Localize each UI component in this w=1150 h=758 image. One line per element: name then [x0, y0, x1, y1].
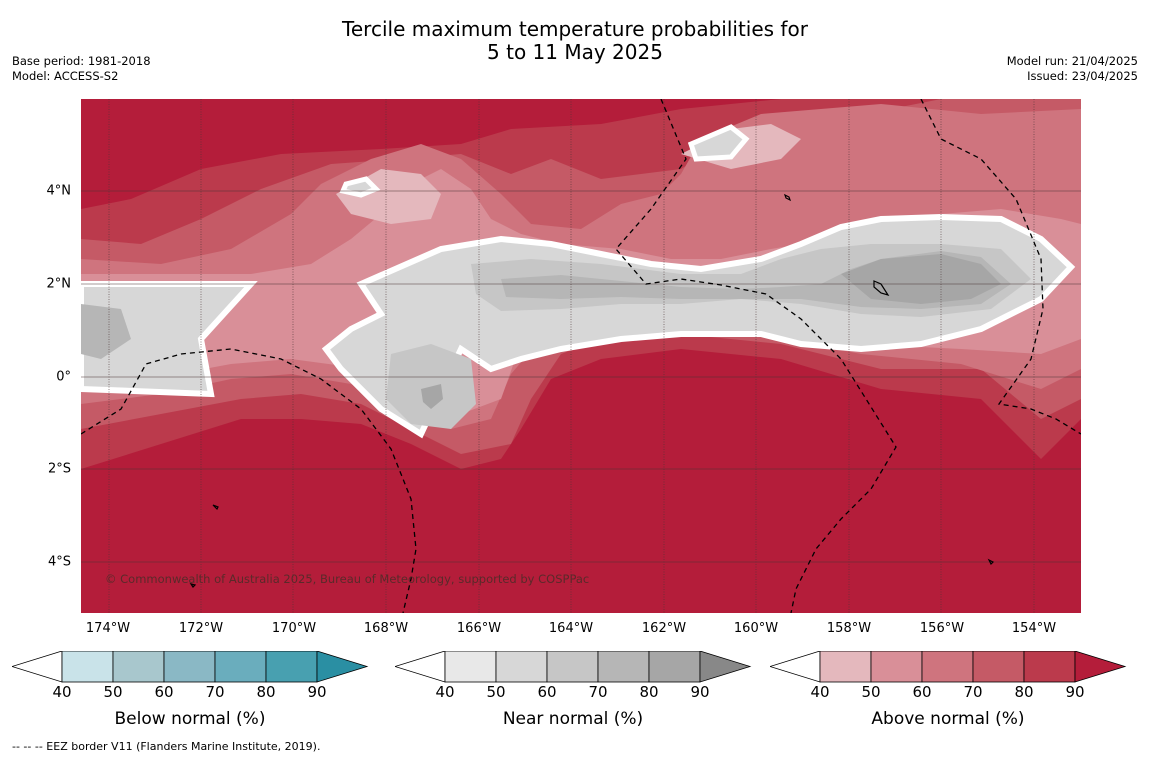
region-near-70-west	[81, 304, 131, 359]
above-tick-50: 50	[861, 683, 881, 701]
base-period: Base period: 1981-2018	[12, 54, 151, 68]
lon-label-162w: 162°W	[641, 621, 687, 636]
near-tick-50: 50	[486, 683, 506, 701]
copyright-notice: © Commonwealth of Australia 2025, Bureau…	[105, 572, 590, 586]
lon-label-168w: 168°W	[363, 621, 409, 636]
below-tick-80: 80	[256, 683, 276, 701]
below-tick-60: 60	[154, 683, 174, 701]
near-tick-80: 80	[639, 683, 659, 701]
map-title: Tercile maximum temperature probabilitie…	[0, 18, 1150, 64]
region-near-80	[841, 254, 1001, 304]
above-normal-title: Above normal (%)	[871, 709, 1025, 729]
near-tick-60: 60	[537, 683, 557, 701]
lon-label-164w: 164°W	[548, 621, 594, 636]
lon-label-174w: 174°W	[85, 621, 131, 636]
lat-label-2s: 2°S	[47, 461, 71, 477]
above-tick-90: 90	[1065, 683, 1085, 701]
near-tick-90: 90	[690, 683, 710, 701]
meta-left: Base period: 1981-2018 Model: ACCESS-S2	[12, 54, 151, 84]
lon-label-160w: 160°W	[733, 621, 779, 636]
below-tick-50: 50	[103, 683, 123, 701]
lat-label-4s: 4°S	[47, 554, 71, 570]
eez-footnote: -- -- -- EEZ border V11 (Flanders Marine…	[12, 740, 321, 753]
region-near-80-south	[421, 384, 443, 409]
parallel-gridlines	[81, 190, 1081, 563]
model-name: Model: ACCESS-S2	[12, 69, 119, 83]
model-run: Model run: 21/04/2025	[1006, 54, 1138, 68]
above-tick-60: 60	[912, 683, 932, 701]
above-tick-80: 80	[1014, 683, 1034, 701]
meta-right: Model run: 21/04/2025 Issued: 23/04/2025	[1007, 54, 1138, 84]
below-normal-title: Below normal (%)	[114, 709, 266, 729]
eez-borders	[81, 99, 1081, 613]
probability-map	[81, 99, 1081, 613]
issued-date: Issued: 23/04/2025	[1027, 69, 1138, 83]
colorbar-above-normal	[770, 651, 1127, 683]
title-line-2: 5 to 11 May 2025	[487, 40, 663, 64]
map-canvas	[81, 99, 1081, 613]
near-tick-70: 70	[588, 683, 608, 701]
title-line-1: Tercile maximum temperature probabilitie…	[342, 17, 808, 41]
lon-label-154w: 154°W	[1011, 621, 1057, 636]
lat-label-equator: 0°	[56, 369, 71, 385]
lon-label-170w: 170°W	[271, 621, 317, 636]
lon-label-156w: 156°W	[919, 621, 965, 636]
below-tick-40: 40	[52, 683, 72, 701]
above-tick-70: 70	[963, 683, 983, 701]
below-tick-90: 90	[307, 683, 327, 701]
region-near-patch-north	[339, 176, 381, 198]
lat-label-4n: 4°N	[46, 183, 72, 199]
lon-label-166w: 166°W	[456, 621, 502, 636]
colorbar-below-normal	[12, 651, 369, 683]
colorbar-near-normal	[395, 651, 752, 683]
below-tick-70: 70	[205, 683, 225, 701]
region-near-patch-northeast	[687, 124, 750, 162]
near-normal-title: Near normal (%)	[502, 709, 644, 729]
near-tick-40: 40	[435, 683, 455, 701]
lon-label-172w: 172°W	[178, 621, 224, 636]
lon-label-158w: 158°W	[826, 621, 872, 636]
above-tick-40: 40	[810, 683, 830, 701]
lat-label-2n: 2°N	[46, 276, 72, 292]
islands	[189, 193, 995, 588]
meridian-gridlines	[108, 99, 1035, 613]
